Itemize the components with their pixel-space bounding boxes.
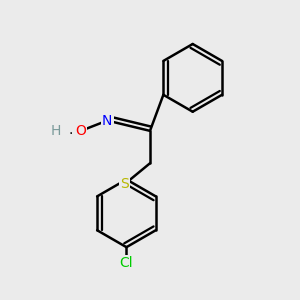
Text: N: N bbox=[102, 114, 112, 128]
Text: S: S bbox=[121, 177, 129, 191]
Text: Cl: Cl bbox=[120, 256, 133, 270]
Text: H: H bbox=[51, 124, 61, 138]
Text: ·: · bbox=[68, 128, 73, 141]
Text: O: O bbox=[75, 124, 86, 138]
